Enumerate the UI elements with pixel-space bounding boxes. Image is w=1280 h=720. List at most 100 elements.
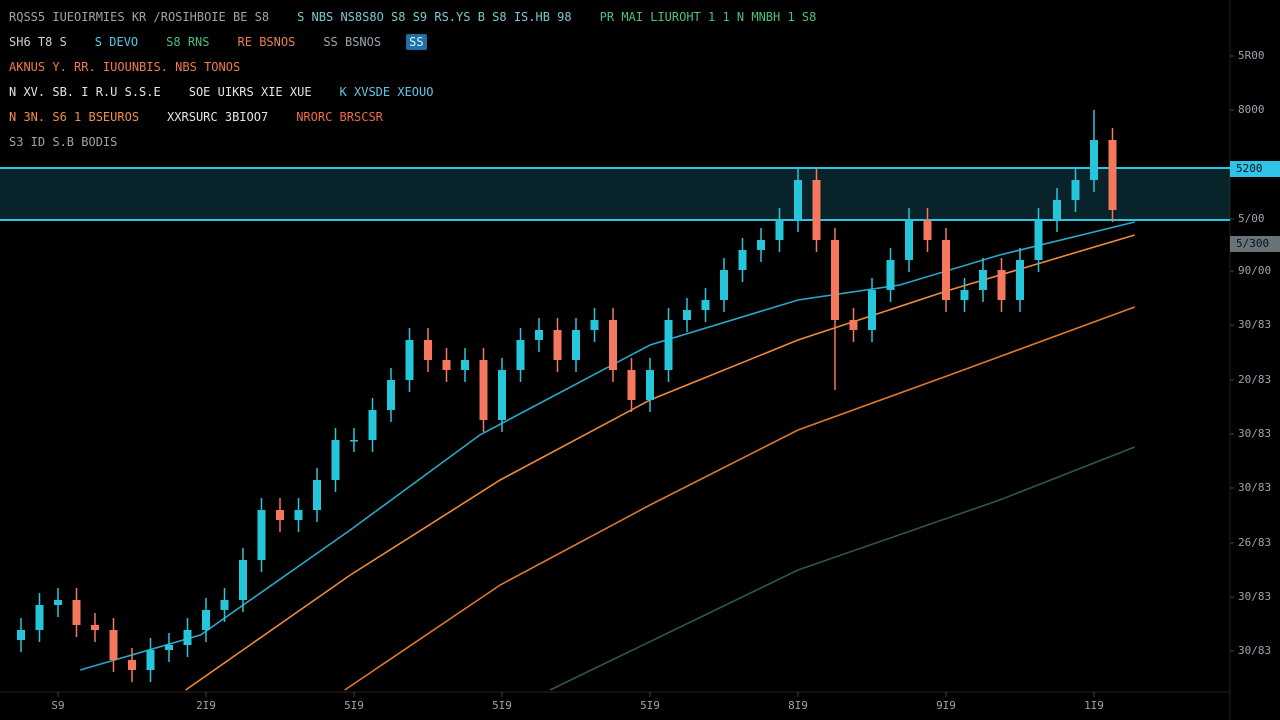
candle-body xyxy=(72,600,81,625)
candle-body xyxy=(257,510,266,560)
header-text: RQSS5 IUEOIRMIES KR /ROSIHBOIE BE S8 xyxy=(9,9,270,24)
zone xyxy=(0,168,1230,220)
candle-body xyxy=(54,600,62,605)
header-row: RQSS5 IUEOIRMIES KR /ROSIHBOIE BE S8 S NB… xyxy=(6,4,906,29)
candle-body xyxy=(701,300,710,310)
price-tag-label: 5200 xyxy=(1236,162,1263,175)
moving-average xyxy=(79,221,1135,671)
candle-body xyxy=(590,320,599,330)
header-text: SOE UIKRS XIE XUE xyxy=(188,84,312,99)
candle-body xyxy=(461,360,469,370)
toolbar-button[interactable]: RE BSNOS xyxy=(237,34,296,49)
candle-body xyxy=(442,360,451,370)
x-tick-label: 1I9 xyxy=(1084,699,1104,712)
y-tick-label: 90/00 xyxy=(1238,264,1271,277)
candle-body xyxy=(91,625,99,630)
y-tick-label: 30/83 xyxy=(1238,427,1271,440)
toolbar-button[interactable]: SS xyxy=(406,33,427,50)
y-tick-label: 5R00 xyxy=(1238,49,1265,62)
candle-body xyxy=(646,370,654,400)
candle-body xyxy=(979,270,987,290)
candle-body xyxy=(498,370,506,420)
header-text: K XVSDE XEOUO xyxy=(339,84,434,99)
candle-body xyxy=(738,250,747,270)
candle-body xyxy=(331,440,340,480)
header-row: N XV. SB. I R.U S.S.E SOE UIKRS XIE XUE K … xyxy=(6,79,906,104)
candle-body xyxy=(1016,260,1024,300)
candle-body xyxy=(424,340,432,360)
header-text: XXRSURC 3BIOO7 xyxy=(167,109,269,124)
candle-body xyxy=(405,340,414,380)
candle-body xyxy=(812,180,821,240)
candle-body xyxy=(775,220,784,240)
x-tick-label: S9 xyxy=(51,699,64,712)
candle-body xyxy=(1071,180,1080,200)
y-tick-label: 8000 xyxy=(1238,103,1265,116)
candle-body xyxy=(1034,220,1043,260)
y-tick-label: 5/00 xyxy=(1238,212,1265,225)
toolbar-button[interactable]: SS BSNOS xyxy=(323,34,382,49)
price-tag xyxy=(1230,161,1280,177)
candle-body xyxy=(683,310,691,320)
header-text: PR MAI LIUROHT 1 1 N MNBH 1 S8 xyxy=(599,9,817,24)
candle-body xyxy=(720,270,728,300)
candle-body xyxy=(35,605,44,630)
candle-body xyxy=(516,340,525,370)
y-tick-label: 20/83 xyxy=(1238,373,1271,386)
y-tick-label: 30/83 xyxy=(1238,318,1271,331)
candle-body xyxy=(350,440,358,442)
price-tag xyxy=(1230,236,1280,252)
candle-body xyxy=(868,290,876,330)
header-text: N XV. SB. I R.U S.S.E xyxy=(9,84,161,99)
x-tick-label: 2I9 xyxy=(196,699,216,712)
candle-body xyxy=(942,240,950,300)
header-row: SH6 T8 S S DEVO S8 RNS RE BSNOS SS BSNOS SS xyxy=(6,29,906,54)
candle-body xyxy=(757,240,765,250)
candle-body xyxy=(1108,140,1117,210)
toolbar-button[interactable]: S DEVO xyxy=(94,34,139,49)
candle-body xyxy=(535,330,543,340)
x-tick-label: 5I9 xyxy=(344,699,364,712)
candle-body xyxy=(572,330,580,360)
candle-body xyxy=(368,410,377,440)
candle-body xyxy=(997,270,1006,300)
candle-body xyxy=(146,650,155,670)
candle-body xyxy=(128,660,136,670)
moving-average xyxy=(549,446,1135,691)
y-tick-label: 30/83 xyxy=(1238,644,1271,657)
candle-body xyxy=(905,220,913,260)
header-text: N 3N. S6 1 BSEUROS xyxy=(9,109,140,124)
candle-body xyxy=(109,630,118,660)
candle-body xyxy=(831,240,839,320)
candle-body xyxy=(960,290,969,300)
candle-body xyxy=(294,510,303,520)
toolbar-button[interactable]: S8 RNS xyxy=(166,34,210,49)
y-tick-label: 30/83 xyxy=(1238,481,1271,494)
header-text: NRORC BRSCSR xyxy=(296,109,383,124)
candle-body xyxy=(664,320,673,370)
candle-body xyxy=(220,600,229,610)
candle-body xyxy=(553,330,562,360)
candle-body xyxy=(1053,200,1061,220)
header-text: S3 ID S.B BODIS xyxy=(9,134,118,149)
candle-body xyxy=(313,480,321,510)
y-tick-label: 30/83 xyxy=(1238,590,1271,603)
candle-body xyxy=(17,630,25,640)
candle-body xyxy=(165,645,173,650)
header-text: S NBS NS8S8O S8 S9 RS.YS B S8 IS.HB 98 xyxy=(297,9,572,24)
candle-body xyxy=(1090,140,1098,180)
toolbar-button[interactable]: SH6 T8 S xyxy=(9,34,67,49)
moving-average xyxy=(344,306,1135,691)
header-row: S3 ID S.B BODIS xyxy=(6,129,906,154)
candle-body xyxy=(849,320,858,330)
candle-body xyxy=(627,370,636,400)
header: RQSS5 IUEOIRMIES KR /ROSIHBOIE BE S8 S NB… xyxy=(6,4,906,154)
candle-body xyxy=(923,220,932,240)
candle-body xyxy=(239,560,247,600)
candle-body xyxy=(794,180,802,220)
y-tick-label: 26/83 xyxy=(1238,536,1271,549)
x-tick-label: 5I9 xyxy=(640,699,660,712)
candle-body xyxy=(202,610,210,630)
header-text: AKNUS Y. RR. IUOUNBIS. NBS TONOS xyxy=(9,59,241,74)
